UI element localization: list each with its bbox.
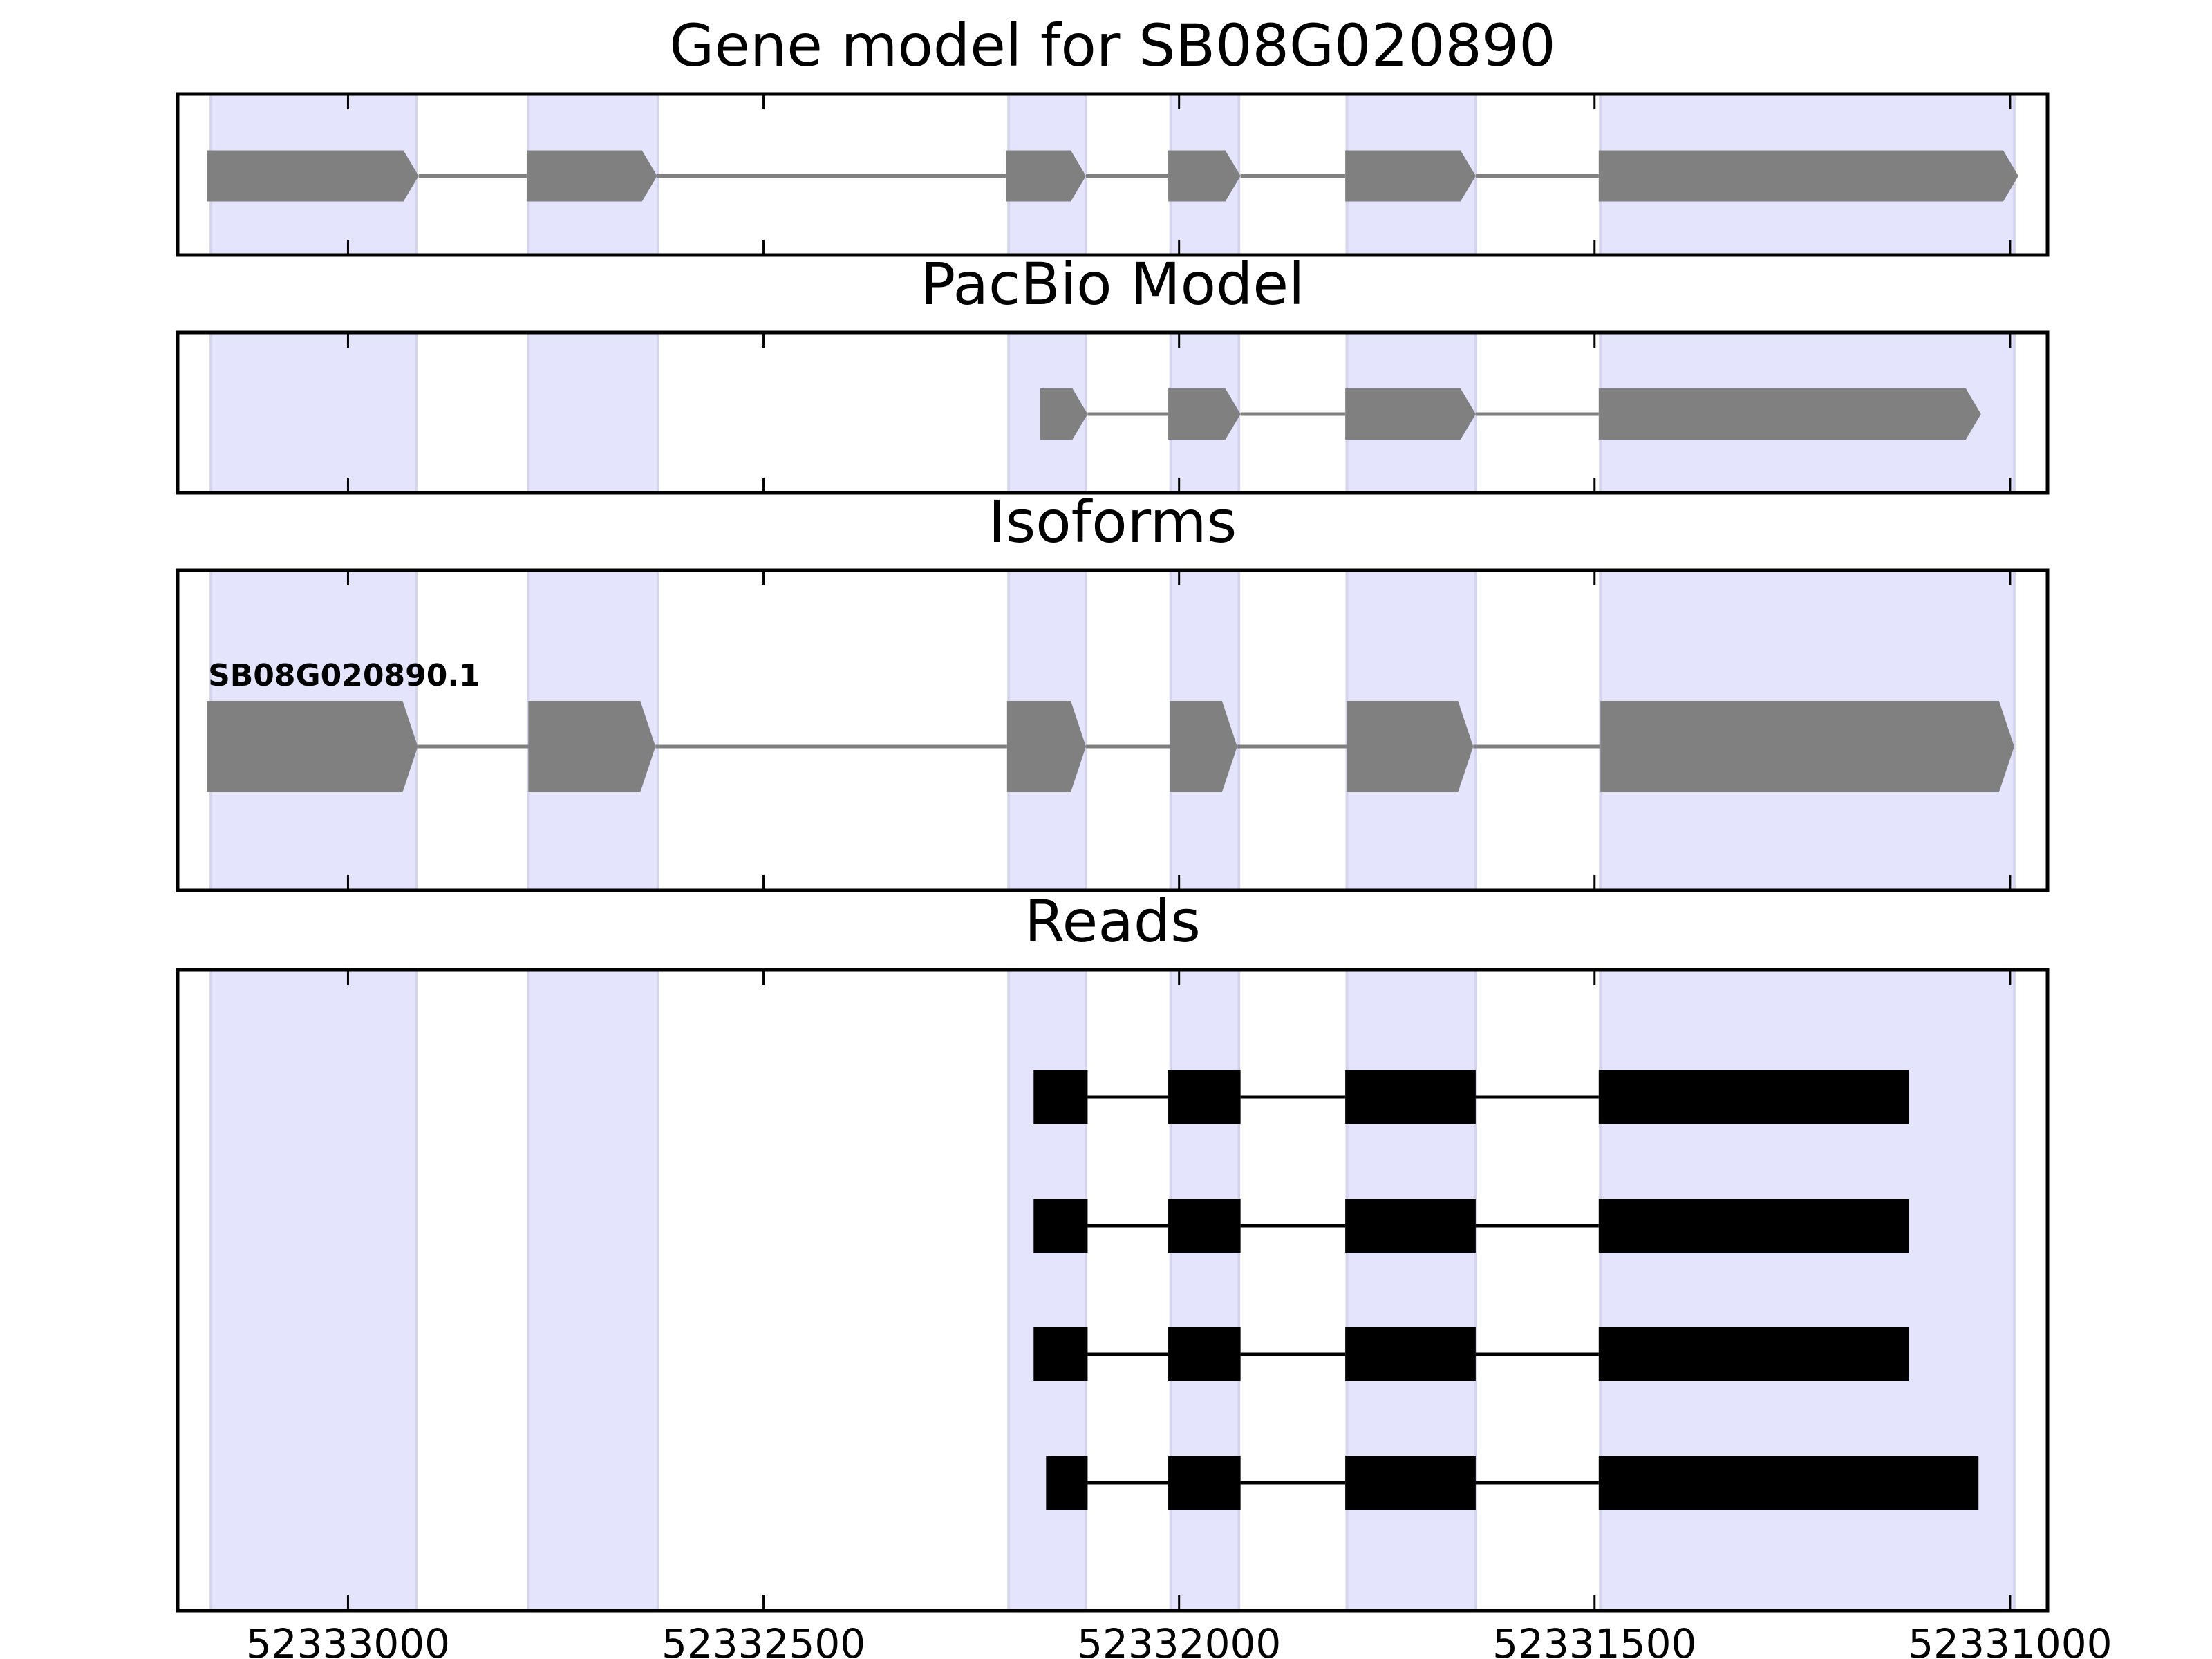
read-exon-block [1598, 1070, 1909, 1124]
exon-arrow [207, 150, 419, 202]
exon-arrow [1598, 150, 2018, 202]
exon-arrow [1168, 388, 1241, 440]
isoform-label: SB08G020890.1 [208, 658, 480, 693]
exon-arrow [528, 701, 656, 792]
exon-highlight-band [1007, 968, 1088, 1612]
exon-arrow [1598, 388, 1981, 440]
exon-highlight-band [1169, 968, 1241, 1612]
x-tick-label: 52331000 [1908, 1620, 2112, 1659]
panel-title: Gene model for SB08G020890 [669, 12, 1555, 79]
read-exon-block [1345, 1327, 1476, 1381]
panel-model-1: PacBio Model [176, 250, 2050, 495]
exon-arrow [1600, 701, 2014, 792]
read-track [1033, 1070, 1909, 1124]
panel-title: Reads [1024, 888, 1201, 955]
x-tick-label: 52333000 [246, 1620, 450, 1659]
transcript-track: SB08G020890.1 [207, 658, 2014, 792]
axes-frame [176, 968, 2050, 1613]
x-tick-label: 52331500 [1492, 1620, 1696, 1659]
read-track [1033, 1327, 1909, 1381]
x-tick-label: 52332500 [662, 1620, 865, 1659]
exon-highlight-band [527, 968, 659, 1612]
exon-arrow [1006, 701, 1087, 792]
exon-arrow [1040, 388, 1088, 440]
axes-frame [176, 568, 2050, 892]
read-exon-block [1046, 1456, 1088, 1510]
read-exon-block [1168, 1327, 1241, 1381]
read-exon-block [1033, 1327, 1088, 1381]
read-exon-block [1345, 1199, 1476, 1253]
transcript-track [1040, 388, 1981, 440]
read-exon-block [1033, 1070, 1088, 1124]
read-exon-block [1168, 1199, 1241, 1253]
x-tick-label: 52332000 [1077, 1620, 1281, 1659]
read-track [1046, 1456, 1979, 1510]
exon-arrow [1345, 388, 1476, 440]
exon-highlight-band [209, 331, 418, 494]
exon-arrow [1347, 701, 1474, 792]
exon-highlight-band [1599, 968, 2016, 1612]
axes-frame [176, 330, 2050, 495]
panel-title: Isoforms [988, 488, 1237, 556]
read-exon-block [1345, 1456, 1476, 1510]
exon-highlight-band [1345, 968, 1477, 1612]
transcript-track [207, 150, 2018, 202]
exon-arrow [1345, 150, 1476, 202]
exon-highlight-band [527, 331, 659, 494]
read-exon-block [1168, 1070, 1241, 1124]
exon-highlight-band [209, 968, 418, 1612]
axes-frame [176, 92, 2050, 257]
exon-arrow [1168, 150, 1241, 202]
exon-arrow [526, 150, 657, 202]
panel-title: PacBio Model [921, 250, 1305, 318]
panel-model-0: Gene model for SB08G020890 [176, 12, 2050, 257]
read-exon-block [1168, 1456, 1241, 1510]
read-exon-block [1598, 1456, 1979, 1510]
exon-arrow [207, 701, 418, 792]
panel-isoform-2: Isoforms SB08G020890.1 [176, 488, 2050, 892]
read-exon-block [1598, 1327, 1909, 1381]
read-exon-block [1598, 1199, 1909, 1253]
exon-arrow [1006, 150, 1087, 202]
x-axis-labels: 52333000 52332500 52332000 52331500 52331000 [246, 1620, 2112, 1659]
panel-reads-3: Reads [176, 888, 2050, 1613]
read-exon-block [1033, 1199, 1088, 1253]
read-track [1033, 1199, 1909, 1253]
read-exon-block [1345, 1070, 1476, 1124]
exon-arrow [1170, 701, 1237, 792]
